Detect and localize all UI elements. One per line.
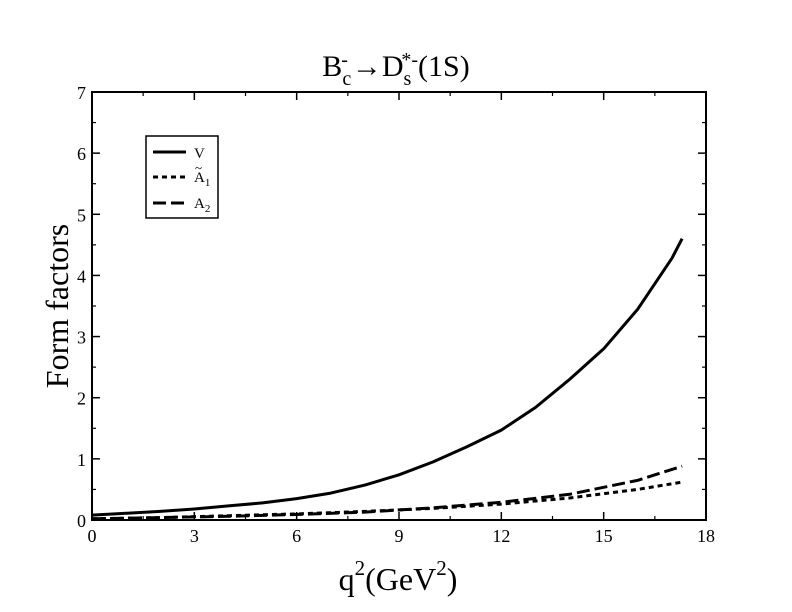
x-label-sup2: 2: [436, 556, 447, 580]
title-part-s: s: [404, 68, 412, 90]
x-axis-label: q2(GeV2): [339, 556, 458, 597]
y-tick-label: 7: [77, 83, 86, 103]
x-tick-labels: 0 3 6 9 12 15 18: [88, 526, 716, 546]
series-line-a2: [91, 464, 683, 521]
title-part-minus: -: [341, 49, 348, 71]
y-tick-labels: 0 1 2 3 4 5 6 7: [77, 83, 86, 531]
legend-label-a1: A1: [194, 170, 210, 189]
x-label-q: q: [339, 561, 355, 597]
legend-a2-base: A: [194, 196, 205, 212]
legend-a1-sub: 1: [205, 177, 211, 189]
series-line-a1: [91, 480, 683, 521]
legend: V A1 ~ A2: [145, 135, 219, 219]
y-tick-label: 1: [77, 450, 86, 470]
title-part-b: B: [322, 50, 342, 83]
series-line-v: [91, 238, 684, 517]
y-tick-label: 3: [77, 328, 86, 348]
legend-a1-tilde: ~: [195, 160, 202, 175]
legend-label-a2: A2: [194, 196, 210, 215]
legend-a2-sub: 2: [205, 203, 211, 215]
legend-a1-base: A: [194, 170, 205, 186]
x-tick-label: 18: [697, 526, 715, 546]
y-tick-label: 2: [77, 389, 86, 409]
title-part-1s: (1S): [418, 50, 470, 83]
title-part-starminus: *-: [401, 49, 418, 71]
title-part-arrow: →: [352, 50, 382, 83]
x-tick-label: 3: [190, 526, 199, 546]
title-part-d: D: [382, 50, 404, 83]
y-tick-label: 5: [77, 205, 86, 225]
chart-title: Bc- →Ds*-(1S): [322, 49, 469, 90]
legend-v-base: V: [194, 146, 205, 162]
x-tick-label: 0: [88, 526, 97, 546]
x-tick-label: 9: [395, 526, 404, 546]
y-tick-label: 0: [77, 511, 86, 531]
x-label-close: ): [447, 561, 458, 597]
x-tick-label: 15: [595, 526, 613, 546]
y-axis-label: Form factors: [39, 224, 75, 388]
x-tick-label: 12: [492, 526, 510, 546]
series-curves: [91, 238, 684, 521]
x-label-rest: (GeV: [365, 561, 436, 597]
legend-label-v: V: [194, 146, 205, 162]
title-part-c: c: [342, 68, 351, 90]
axis-ticks: [91, 91, 707, 521]
x-label-sup: 2: [355, 556, 366, 580]
y-tick-label: 6: [77, 144, 86, 164]
x-tick-label: 6: [292, 526, 301, 546]
y-tick-label: 4: [77, 266, 86, 286]
